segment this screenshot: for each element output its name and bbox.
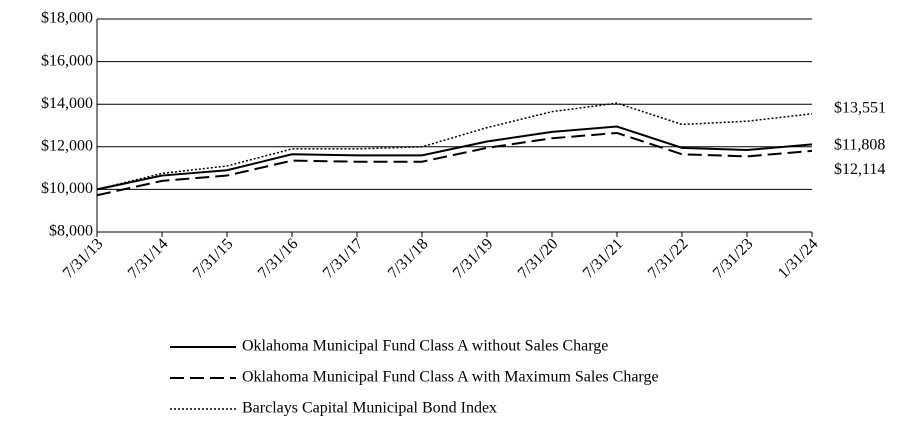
series-line	[96, 131, 813, 197]
x-tick-label: 7/31/16	[255, 235, 302, 282]
x-tick-label: 7/31/14	[125, 235, 172, 282]
x-tick-label: 7/31/20	[515, 235, 562, 282]
end-label: $12,114	[834, 161, 885, 178]
x-tick-label: 1/31/24	[775, 235, 822, 282]
x-tick-label: 7/31/21	[580, 235, 627, 282]
legend-label: Oklahoma Municipal Fund Class A with Max…	[242, 369, 659, 386]
y-tick-label: $18,000	[41, 10, 93, 27]
series-line	[96, 102, 813, 191]
y-tick-label: $16,000	[41, 52, 93, 69]
y-tick-label: $14,000	[41, 95, 93, 112]
end-label: $11,808	[834, 137, 885, 154]
x-tick-label: 7/31/15	[190, 235, 237, 282]
x-tick-label: 7/31/19	[450, 235, 497, 282]
legend-label: Oklahoma Municipal Fund Class A without …	[242, 338, 608, 355]
x-tick-label: 7/31/22	[645, 235, 692, 282]
y-tick-label: $10,000	[41, 180, 93, 197]
x-tick-label: 7/31/18	[385, 235, 432, 282]
end-label: $13,551	[834, 99, 886, 116]
y-tick-label: $12,000	[41, 137, 93, 154]
y-tick-label: $8,000	[49, 223, 93, 240]
x-tick-label: 7/31/23	[710, 235, 757, 282]
x-tick-label: 7/31/17	[320, 235, 367, 282]
series-line	[96, 125, 813, 191]
x-tick-label: 7/31/13	[60, 235, 107, 282]
legend-label: Barclays Capital Municipal Bond Index	[242, 400, 497, 417]
